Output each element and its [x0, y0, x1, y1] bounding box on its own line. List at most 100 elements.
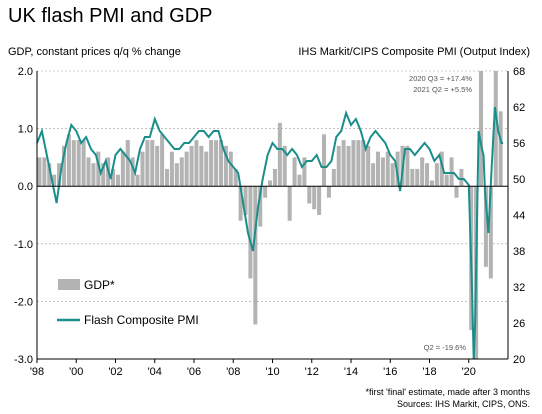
gdp-bar [179, 157, 184, 187]
gdp-bar [410, 168, 415, 187]
x-tick-label: '18 [422, 366, 436, 378]
gdp-bar [459, 168, 464, 187]
gdp-bars [37, 71, 503, 359]
y-right-tick-label: 56 [513, 138, 525, 150]
gdp-bar [42, 157, 47, 187]
tick-labels: 2.0 1.0 0.0 -1.0 -2.0 -3.0 68 62 56 50 44 38 32 26 20 '… [14, 66, 525, 378]
gdp-bar [86, 157, 91, 187]
annotation-2021q2: 2021 Q2 = +5.5% [413, 85, 472, 94]
footnote-sources: Sources: IHS Markit, CIPS, ONS. [397, 399, 530, 409]
gdp-bar [336, 145, 341, 187]
legend: GDP* Flash Composite PMI [57, 278, 199, 327]
gdp-bar [351, 140, 356, 187]
gdp-bar [263, 186, 268, 198]
chart-title: UK flash PMI and GDP [8, 5, 213, 27]
x-tick-label: '16 [383, 366, 397, 378]
gdp-bar [125, 140, 130, 187]
gdp-bar [253, 186, 258, 325]
y-left-tick-label: -1.0 [14, 239, 33, 251]
gdp-bar [331, 168, 336, 187]
gdp-bar [145, 140, 150, 187]
gdp-bar [371, 163, 376, 187]
y-left-tick-label: -2.0 [14, 296, 33, 308]
gdp-bar [101, 163, 106, 187]
gdp-bar [233, 168, 238, 187]
gdp-bar [395, 151, 400, 187]
gdp-bar [415, 168, 420, 187]
gdp-bar [385, 151, 390, 187]
gdp-bar [302, 157, 307, 187]
y-left-tick-label: 1.0 [18, 124, 33, 136]
y-right-tick-label: 20 [513, 354, 525, 366]
gdp-bar [57, 163, 62, 187]
x-tick-label: '14 [344, 366, 358, 378]
gdp-bar [71, 140, 76, 187]
gdp-bar [272, 168, 277, 187]
y-right-tick-label: 50 [513, 174, 525, 186]
x-tick-label: '12 [305, 366, 319, 378]
x-tick-label: '04 [148, 366, 162, 378]
gdp-bar [375, 151, 380, 187]
gdp-bar [483, 186, 488, 267]
gdp-bar [488, 186, 493, 279]
annotation-2020q2: Q2 = -19.6% [424, 343, 467, 352]
x-tick-label: '06 [187, 366, 201, 378]
gdp-bar [174, 163, 179, 187]
y-left-tick-label: 0.0 [18, 181, 33, 193]
x-tick-label: '02 [108, 366, 122, 378]
gdp-bar [135, 174, 140, 187]
gdp-bar [341, 140, 346, 187]
y-right-tick-label: 38 [513, 246, 525, 258]
gdp-bar [150, 140, 155, 187]
pmi-line [36, 106, 504, 360]
gdp-bar [165, 168, 170, 187]
gdp-bar [380, 157, 385, 187]
gdp-bar [223, 145, 228, 187]
left-axis-label: GDP, constant prices q/q % change [8, 46, 181, 58]
gdp-bar [81, 140, 86, 187]
gdp-bar [169, 151, 174, 187]
gdp-bar [493, 71, 498, 187]
gdp-bar [322, 134, 327, 187]
gdp-bar [115, 174, 120, 187]
gdp-bar [214, 140, 219, 187]
gdp-bar [37, 157, 42, 187]
gdp-bar [130, 157, 135, 187]
gdp-bar [454, 186, 459, 198]
legend-gdp-label: GDP* [84, 278, 115, 292]
gdp-bar [498, 111, 503, 187]
gdp-bar [243, 186, 248, 215]
gdp-bar [189, 145, 194, 187]
gdp-bar [356, 140, 361, 187]
gdp-bar [120, 151, 125, 187]
y-right-tick-label: 32 [513, 282, 525, 294]
gdp-bar [444, 174, 449, 187]
gdp-bar [204, 151, 209, 187]
gdp-bar [218, 140, 223, 187]
y-right-tick-label: 26 [513, 318, 525, 330]
gdp-bar [76, 140, 81, 187]
gdp-bar [91, 163, 96, 187]
gdp-bar [405, 145, 410, 187]
gdp-bar [61, 145, 66, 187]
y-right-tick-label: 62 [513, 102, 525, 114]
gdp-bar [47, 163, 52, 187]
right-axis-label: IHS Markit/CIPS Composite PMI (Output In… [298, 46, 530, 58]
y-right-tick-label: 44 [513, 210, 525, 222]
x-tick-label: '20 [462, 366, 476, 378]
gdp-bar [420, 157, 425, 187]
gdp-bar [258, 186, 263, 227]
gdp-bar [346, 145, 351, 187]
gdp-bar [292, 157, 297, 187]
gdp-bar [479, 71, 484, 187]
annotation-2020q3: 2020 Q3 = +17.4% [409, 74, 472, 83]
gdp-bar [287, 186, 292, 221]
gdp-bar [140, 151, 145, 187]
gdp-bar [449, 157, 454, 187]
gdp-bar [268, 180, 273, 187]
legend-gdp-swatch [58, 279, 80, 290]
gdp-bar [160, 134, 165, 187]
gdp-bar [199, 145, 204, 187]
gdp-bar [66, 134, 71, 187]
gdp-bar [228, 151, 233, 187]
